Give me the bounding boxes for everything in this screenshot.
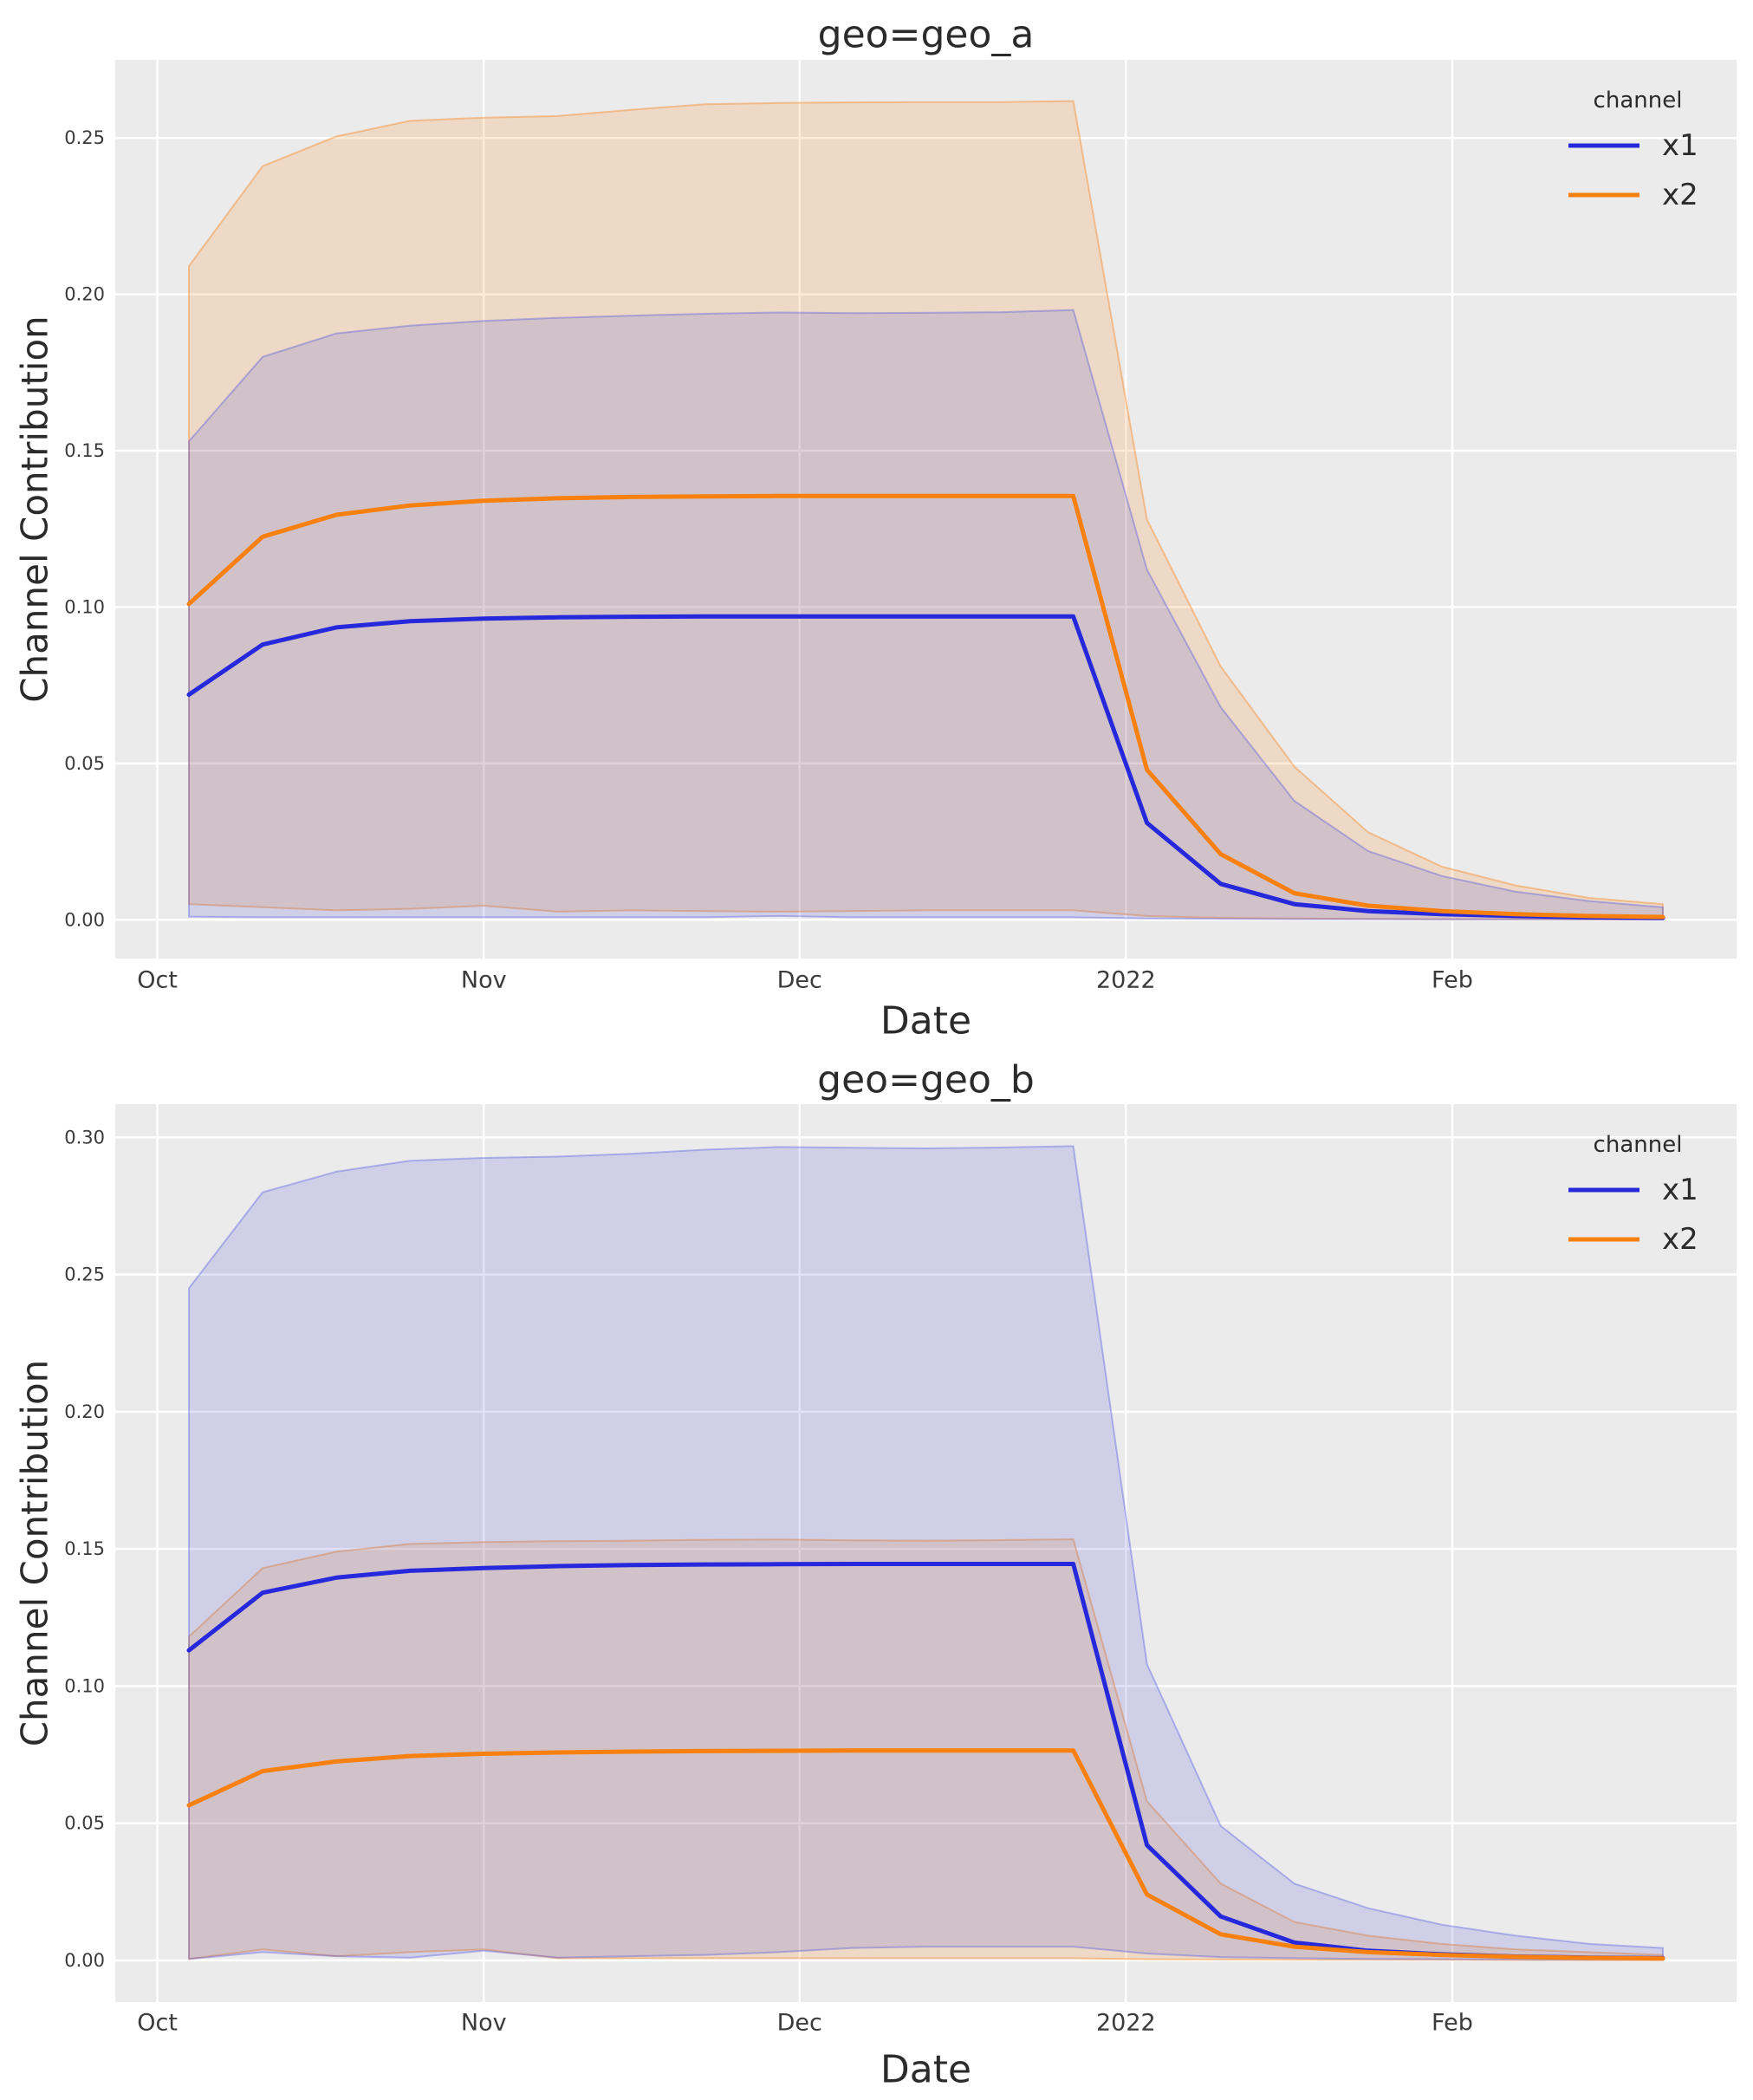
x-tick-label: Nov bbox=[461, 2010, 507, 2037]
x2-mean-line bbox=[186, 1748, 1665, 1961]
panel-geo=geo_a: 0.00 0.05 0.10 0.15 0.20 0.25 Oct Nov Dec 2022 Feb… bbox=[14, 13, 1737, 1043]
y-tick-label: 0.20 bbox=[64, 1401, 105, 1422]
legend-x2-label: x2 bbox=[1662, 178, 1698, 212]
y-tick-label: 0.15 bbox=[64, 1538, 105, 1559]
y-tick-label: 0.05 bbox=[64, 753, 105, 774]
y-tick-label: 0.05 bbox=[64, 1813, 105, 1834]
legend-title: channel bbox=[1594, 1132, 1683, 1158]
x1-mean-line bbox=[186, 614, 1665, 920]
x-tick-label: Nov bbox=[461, 967, 507, 994]
x-tick-label: 2022 bbox=[1096, 967, 1156, 994]
panel-title: geo=geo_a bbox=[818, 13, 1035, 57]
panel-title: geo=geo_b bbox=[817, 1058, 1035, 1102]
axes-background bbox=[115, 1104, 1737, 2002]
y-axis-label: Channel Contribution bbox=[14, 315, 56, 703]
x-tick-label: Feb bbox=[1432, 967, 1473, 994]
y-tick-label: 0.20 bbox=[64, 284, 105, 305]
y-tick-label: 0.00 bbox=[64, 909, 105, 930]
x-tick-label: Oct bbox=[137, 967, 178, 994]
legend-x1-label: x1 bbox=[1662, 128, 1698, 163]
legend-title: channel bbox=[1594, 88, 1683, 114]
legend: channel x1 x2 bbox=[1568, 1132, 1698, 1257]
x-tick-label: Feb bbox=[1432, 2010, 1473, 2037]
x-tick-label: Oct bbox=[137, 2010, 178, 2037]
y-tick-label: 0.15 bbox=[64, 440, 105, 461]
y-tick-label: 0.10 bbox=[64, 1675, 105, 1696]
x2-mean-line bbox=[186, 493, 1665, 920]
x-tick-label: Dec bbox=[777, 2010, 822, 2037]
y-tick-label: 0.10 bbox=[64, 596, 105, 617]
y-tick-label: 0.25 bbox=[64, 127, 105, 148]
x-axis-label: Date bbox=[880, 2048, 971, 2092]
y-tick-label: 0.30 bbox=[64, 1127, 105, 1148]
legend-x1-label: x1 bbox=[1662, 1173, 1698, 1207]
legend-x2-label: x2 bbox=[1662, 1222, 1698, 1257]
y-axis-label: Channel Contribution bbox=[14, 1360, 56, 1747]
x-tick-label: Dec bbox=[777, 967, 822, 994]
y-tick-label: 0.00 bbox=[64, 1950, 105, 1971]
x-axis-label: Date bbox=[880, 999, 971, 1043]
x-tick-label: 2022 bbox=[1096, 2010, 1156, 2037]
y-tick-label: 0.25 bbox=[64, 1265, 105, 1285]
legend: channel x1 x2 bbox=[1568, 88, 1698, 212]
panel-geo=geo_b: 0.00 0.05 0.10 0.15 0.20 0.25 0.30 Oct Nov Dec 202… bbox=[14, 1058, 1737, 2092]
